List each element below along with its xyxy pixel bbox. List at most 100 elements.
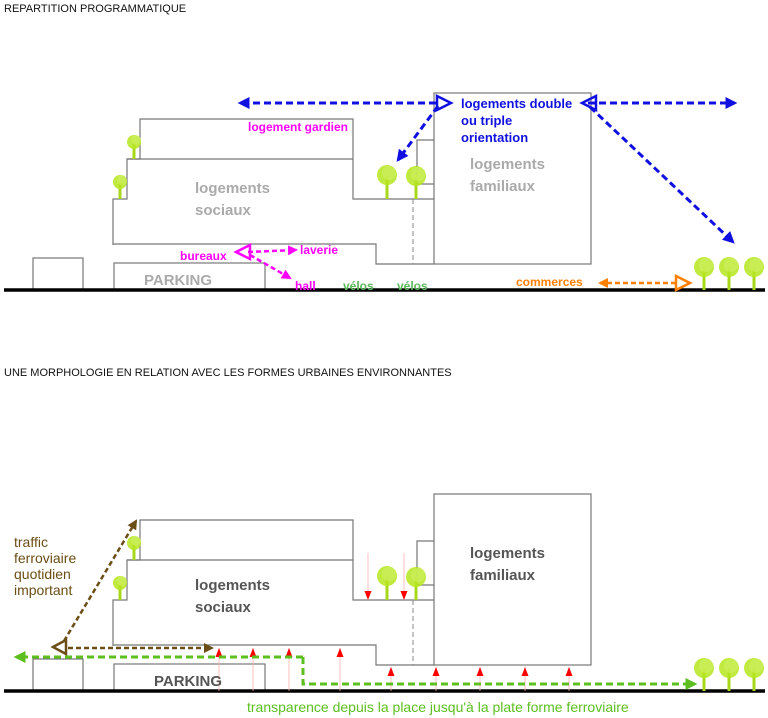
light-arrow bbox=[565, 667, 573, 691]
neighbour-building bbox=[32, 658, 84, 692]
red-arrowhead-icon bbox=[249, 648, 257, 657]
tree-crown-highlight bbox=[411, 167, 425, 181]
label-traffic-line4: important bbox=[14, 582, 72, 598]
label-orientation-line2: ou triple bbox=[461, 113, 512, 128]
label-familiaux-line1: logements bbox=[470, 545, 545, 562]
red-arrowhead-icon bbox=[387, 667, 395, 676]
section-title-programmatique: REPARTITION PROGRAMMATIQUE bbox=[4, 3, 186, 15]
arrow-orientation-trees bbox=[588, 105, 735, 244]
tree-icon bbox=[719, 257, 739, 290]
label-velos-1: vélos bbox=[343, 279, 374, 293]
tree-crown-highlight bbox=[411, 568, 425, 582]
red-arrowhead-icon bbox=[521, 667, 529, 676]
light-arrow bbox=[400, 553, 408, 600]
label-sociaux-line1: logements bbox=[195, 577, 270, 594]
arrow-transparence-east bbox=[301, 657, 698, 690]
tree-icon bbox=[406, 166, 426, 199]
light-arrow bbox=[476, 667, 484, 691]
label-familiaux-line1: logements bbox=[470, 156, 545, 173]
open-triangle-icon bbox=[674, 273, 693, 293]
label-orientation-line3: orientation bbox=[461, 130, 528, 145]
label-bureaux: bureaux bbox=[180, 249, 227, 263]
label-traffic-line1: traffic bbox=[14, 534, 48, 550]
traffic-arrows bbox=[62, 519, 214, 653]
tree-icon bbox=[744, 257, 764, 290]
red-arrowhead-icon bbox=[364, 591, 372, 600]
balcony-outline bbox=[416, 540, 434, 586]
building-section-programmatique bbox=[4, 92, 765, 292]
label-traffic-line3: quotidien bbox=[14, 566, 71, 582]
tree-crown-highlight bbox=[382, 166, 396, 180]
tree-icon bbox=[377, 566, 397, 600]
tree-crown-highlight bbox=[117, 576, 127, 586]
tree-icon bbox=[113, 576, 127, 600]
building-section-morphologie bbox=[4, 493, 765, 693]
tree-crown-highlight bbox=[724, 659, 738, 673]
label-parking: PARKING bbox=[154, 673, 222, 690]
red-arrowhead-icon bbox=[432, 667, 440, 676]
open-triangle-icon bbox=[233, 242, 252, 262]
red-arrowhead-icon bbox=[336, 648, 344, 657]
label-commerces: commerces bbox=[516, 275, 583, 289]
neighbour-building bbox=[32, 257, 84, 291]
open-triangle-icon bbox=[579, 93, 598, 113]
logements-familiaux-outline bbox=[433, 493, 592, 666]
light-arrow bbox=[249, 648, 257, 691]
open-triangle-icon bbox=[435, 93, 454, 113]
tree-crown-highlight bbox=[749, 258, 763, 272]
tree-crown-highlight bbox=[699, 659, 713, 673]
red-arrowhead-icon bbox=[400, 591, 408, 600]
open-triangle-icon bbox=[50, 637, 68, 657]
label-traffic-line2: ferroviaire bbox=[14, 550, 76, 566]
light-arrow bbox=[336, 648, 344, 691]
ground-floor-outline bbox=[113, 644, 434, 666]
label-sociaux-line1: logements bbox=[195, 180, 270, 197]
light-arrow bbox=[285, 648, 293, 691]
tree-crown-highlight bbox=[131, 536, 141, 546]
label-logement-gardien: logement gardien bbox=[248, 120, 348, 134]
tree-icon bbox=[406, 567, 426, 600]
red-arrowhead-icon bbox=[476, 667, 484, 676]
label-sociaux-line2: sociaux bbox=[195, 599, 252, 616]
label-transparence: transparence depuis la place jusqu'à la … bbox=[247, 699, 629, 715]
tree-icon bbox=[719, 658, 739, 691]
tree-crown-highlight bbox=[749, 659, 763, 673]
label-hall: hall bbox=[295, 279, 316, 293]
light-arrow bbox=[387, 667, 395, 691]
red-arrowhead-icon bbox=[285, 648, 293, 657]
red-arrowhead-icon bbox=[215, 648, 223, 657]
arrow-traffic-up bbox=[62, 519, 138, 642]
arrow-orientation-terrace bbox=[396, 105, 440, 162]
tree-crown-highlight bbox=[382, 567, 396, 581]
transparence-arrow bbox=[13, 651, 698, 690]
label-sociaux-line2: sociaux bbox=[195, 202, 252, 219]
tree-icon bbox=[694, 658, 714, 691]
label-familiaux-line2: familiaux bbox=[470, 178, 536, 195]
label-laverie: laverie bbox=[300, 243, 338, 257]
red-arrowhead-icon bbox=[565, 667, 573, 676]
ground-floor-outline bbox=[113, 243, 434, 265]
label-parking: PARKING bbox=[144, 272, 212, 289]
tree-crown-highlight bbox=[724, 258, 738, 272]
tree-crown-highlight bbox=[131, 135, 141, 145]
balcony-outline bbox=[416, 139, 434, 185]
orientation-arrows bbox=[237, 97, 738, 244]
label-orientation-line1: logements double bbox=[461, 96, 572, 111]
tree-crown-highlight bbox=[117, 175, 127, 185]
tree-icon bbox=[377, 165, 397, 199]
tree-icon bbox=[127, 536, 141, 560]
light-arrow bbox=[364, 553, 372, 600]
light-arrows bbox=[215, 553, 573, 691]
tree-crown-highlight bbox=[699, 258, 713, 272]
tree-icon bbox=[127, 135, 141, 159]
logements-familiaux-outline bbox=[433, 92, 592, 265]
label-velos-2: vélos bbox=[397, 279, 428, 293]
label-familiaux-line2: familiaux bbox=[470, 567, 536, 584]
arrow-laverie bbox=[247, 245, 298, 256]
arrow-hall bbox=[249, 253, 292, 280]
tree-icon bbox=[694, 257, 714, 290]
light-arrow bbox=[215, 648, 223, 691]
section-title-morphologie: UNE MORPHOLOGIE EN RELATION AVEC LES FOR… bbox=[4, 367, 452, 379]
tree-icon bbox=[113, 175, 127, 199]
